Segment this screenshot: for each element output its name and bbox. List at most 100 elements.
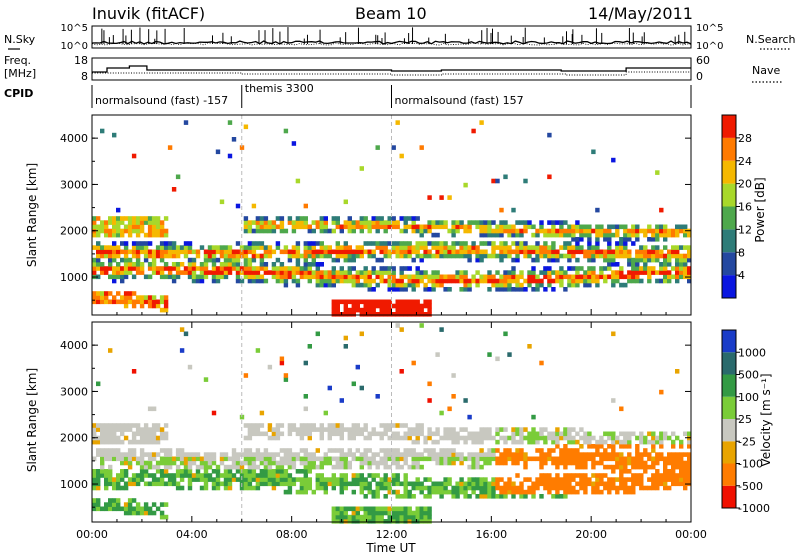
heatmap-cell <box>155 460 161 466</box>
heatmap-cell <box>563 287 568 292</box>
heatmap-cell <box>499 427 504 432</box>
heatmap-cell <box>399 312 404 317</box>
heatmap-cell <box>655 473 660 478</box>
heatmap-cell <box>515 241 520 246</box>
heatmap-cell <box>112 456 117 462</box>
heatmap-cell <box>183 331 189 337</box>
heatmap-cell <box>279 278 285 284</box>
heatmap-cell <box>591 249 596 255</box>
heatmap-cell <box>183 460 189 466</box>
x-tick-label: 20:00 <box>575 528 607 541</box>
heatmap-cell <box>427 435 432 441</box>
heatmap-cell <box>127 291 133 296</box>
heatmap-cell <box>255 423 261 428</box>
heatmap-cell <box>607 253 612 259</box>
heatmap-cell <box>451 278 456 284</box>
heatmap-cell <box>299 489 305 495</box>
heatmap-cell <box>463 241 468 246</box>
heatmap-cell <box>235 452 241 457</box>
heatmap-cell <box>279 262 285 267</box>
heatmap-cell <box>355 245 360 250</box>
heatmap-cell <box>459 452 464 457</box>
heatmap-cell <box>223 245 229 250</box>
heatmap-cell <box>159 514 165 520</box>
heatmap-cell <box>367 510 372 516</box>
heatmap-cell <box>683 262 688 267</box>
heatmap-cell <box>163 435 169 441</box>
heatmap-cell <box>120 216 125 221</box>
heatmap-cell <box>203 473 209 478</box>
heatmap-cell <box>243 456 249 462</box>
heatmap-cell <box>139 448 145 453</box>
heatmap-cell <box>96 299 101 305</box>
heatmap-cell <box>215 274 221 280</box>
heatmap-cell <box>159 249 165 255</box>
heatmap-cell <box>299 224 305 230</box>
heatmap-cell <box>112 253 117 259</box>
heatmap-cell <box>411 278 416 284</box>
heatmap-cell <box>155 253 161 259</box>
heatmap-cell <box>527 439 532 445</box>
heatmap-cell <box>159 460 165 466</box>
heatmap-cell <box>139 228 145 234</box>
heatmap-cell <box>427 448 432 453</box>
heatmap-cell <box>275 266 281 271</box>
heatmap-cell <box>439 278 444 284</box>
heatmap-cell <box>104 477 109 482</box>
heatmap-cell <box>387 477 392 482</box>
heatmap-cell <box>491 282 496 288</box>
heatmap-cell <box>587 278 592 284</box>
heatmap-cell <box>100 224 105 230</box>
heatmap-cell <box>471 452 476 457</box>
heatmap-cell <box>155 216 161 221</box>
heatmap-cell <box>415 506 420 512</box>
heatmap-cell <box>519 494 524 499</box>
heatmap-cell <box>619 469 624 474</box>
heatmap-cell <box>175 249 181 255</box>
heatmap-cell <box>639 431 644 437</box>
heatmap-cell <box>543 439 548 445</box>
heatmap-cell <box>575 270 580 275</box>
heatmap-cell <box>315 456 320 462</box>
heatmap-cell <box>143 257 149 263</box>
heatmap-cell <box>135 460 141 466</box>
heatmap-cell <box>503 253 508 259</box>
heatmap-cell <box>171 481 177 487</box>
heatmap-cell <box>363 435 368 441</box>
heatmap-cell <box>363 448 368 453</box>
heatmap-cell <box>587 224 592 230</box>
heatmap-cell <box>303 220 308 225</box>
heatmap-cell <box>179 249 185 255</box>
heatmap-cell <box>531 494 536 499</box>
heatmap-cell <box>335 427 340 432</box>
heatmap-cell <box>591 270 596 275</box>
heatmap-cell <box>120 232 125 238</box>
heatmap-cell <box>359 506 364 512</box>
heatmap-cell <box>387 253 392 259</box>
heatmap-cell <box>395 287 400 292</box>
heatmap-cell <box>663 469 668 474</box>
heatmap-cell <box>163 245 169 250</box>
heatmap-cell <box>475 435 480 441</box>
heatmap-cell <box>104 469 109 474</box>
heatmap-cell <box>299 216 305 221</box>
heatmap-cell <box>123 291 129 296</box>
heatmap-cell <box>116 502 121 507</box>
heatmap-cell <box>403 456 408 462</box>
heatmap-cell <box>279 220 285 225</box>
heatmap-cell <box>279 356 285 362</box>
heatmap-cell <box>671 464 676 470</box>
heatmap-cell <box>155 228 161 234</box>
heatmap-cell <box>255 228 261 234</box>
heatmap-cell <box>575 448 580 453</box>
heatmap-cell <box>191 278 197 284</box>
heatmap-cell <box>255 464 261 470</box>
heatmap-cell <box>415 266 420 271</box>
heatmap-cell <box>323 228 328 234</box>
heatmap-cell <box>363 427 368 432</box>
heatmap-cell <box>591 274 596 280</box>
heatmap-cell <box>243 253 249 259</box>
heatmap-cell <box>112 257 117 263</box>
freq-left-top: 18 <box>74 54 88 67</box>
heatmap-cell <box>567 473 572 478</box>
